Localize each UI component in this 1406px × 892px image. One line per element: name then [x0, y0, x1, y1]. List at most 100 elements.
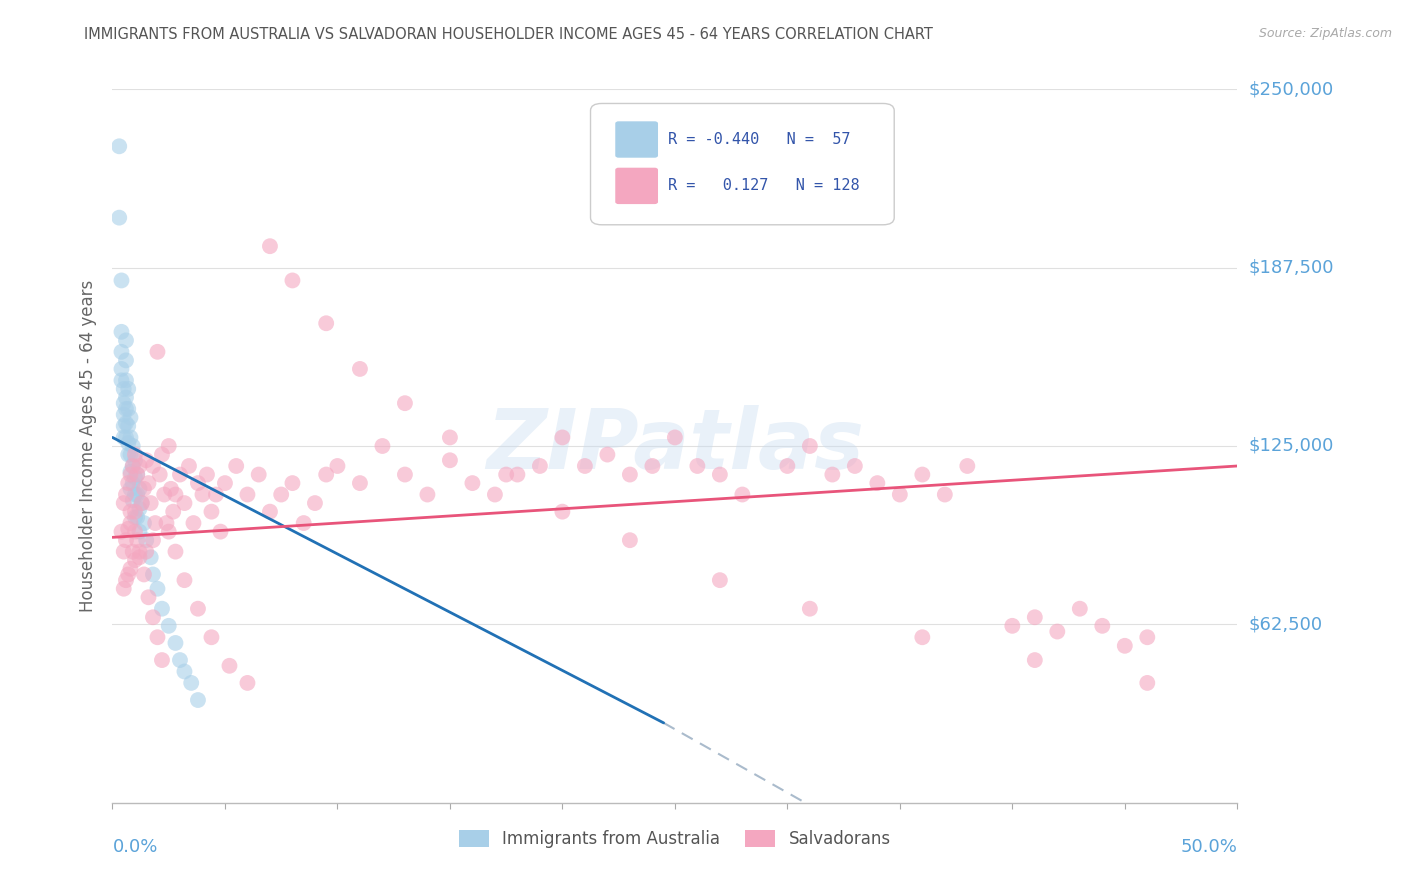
- Point: [135, 533, 157, 548]
- Point: [120, 482, 142, 496]
- Point: [180, 676, 202, 690]
- Y-axis label: Householder Income Ages 45 - 64 years: Householder Income Ages 45 - 64 years: [79, 280, 97, 612]
- Point: [1114, 639, 1136, 653]
- Point: [121, 544, 143, 558]
- Point: [574, 458, 596, 473]
- Point: [664, 430, 686, 444]
- Point: [259, 505, 281, 519]
- Point: [110, 273, 132, 287]
- Point: [911, 630, 934, 644]
- Point: [461, 476, 484, 491]
- Point: [191, 487, 214, 501]
- Point: [120, 562, 142, 576]
- Point: [124, 524, 146, 539]
- Text: $187,500: $187,500: [1249, 259, 1334, 277]
- Point: [641, 458, 664, 473]
- Point: [619, 467, 641, 482]
- Point: [146, 344, 169, 359]
- Point: [934, 487, 956, 501]
- Point: [173, 496, 195, 510]
- Point: [124, 448, 146, 462]
- Text: $125,000: $125,000: [1249, 437, 1334, 455]
- Point: [709, 467, 731, 482]
- Point: [157, 524, 180, 539]
- Point: [138, 591, 160, 605]
- Point: [195, 467, 218, 482]
- Point: [155, 516, 177, 530]
- Point: [124, 487, 146, 501]
- Point: [205, 487, 228, 501]
- Point: [120, 448, 142, 462]
- Point: [799, 439, 821, 453]
- Point: [146, 582, 169, 596]
- Point: [127, 467, 149, 482]
- Point: [128, 458, 150, 473]
- Point: [112, 496, 135, 510]
- Point: [150, 653, 173, 667]
- Point: [259, 239, 281, 253]
- Point: [349, 476, 371, 491]
- Text: IMMIGRANTS FROM AUSTRALIA VS SALVADORAN HOUSEHOLDER INCOME AGES 45 - 64 YEARS CO: IMMIGRANTS FROM AUSTRALIA VS SALVADORAN …: [84, 27, 934, 42]
- Point: [160, 482, 183, 496]
- Point: [371, 439, 394, 453]
- Point: [304, 496, 326, 510]
- Point: [117, 419, 139, 434]
- Legend: Immigrants from Australia, Salvadorans: Immigrants from Australia, Salvadorans: [453, 823, 897, 855]
- Point: [165, 544, 187, 558]
- Point: [115, 401, 138, 416]
- Point: [117, 567, 139, 582]
- Point: [776, 458, 799, 473]
- Point: [1046, 624, 1069, 639]
- Point: [124, 510, 146, 524]
- Text: Source: ZipAtlas.com: Source: ZipAtlas.com: [1258, 27, 1392, 40]
- Point: [821, 467, 844, 482]
- Point: [1136, 676, 1159, 690]
- Point: [315, 316, 337, 330]
- Point: [124, 470, 146, 484]
- Point: [349, 362, 371, 376]
- Point: [270, 487, 292, 501]
- Point: [495, 467, 517, 482]
- FancyBboxPatch shape: [616, 168, 658, 204]
- Text: 50.0%: 50.0%: [1181, 838, 1237, 856]
- Point: [110, 344, 132, 359]
- Point: [173, 665, 195, 679]
- Point: [112, 419, 135, 434]
- Point: [112, 430, 135, 444]
- Point: [187, 601, 209, 615]
- Point: [132, 482, 155, 496]
- Point: [153, 487, 176, 501]
- Point: [121, 439, 143, 453]
- Point: [142, 567, 165, 582]
- Point: [117, 436, 139, 450]
- Point: [236, 487, 259, 501]
- Point: [315, 467, 337, 482]
- Point: [1024, 653, 1046, 667]
- Point: [132, 516, 155, 530]
- Point: [187, 693, 209, 707]
- Point: [1136, 630, 1159, 644]
- Point: [142, 610, 165, 624]
- Point: [247, 467, 270, 482]
- Text: ZIPatlas: ZIPatlas: [486, 406, 863, 486]
- Point: [157, 619, 180, 633]
- Point: [1001, 619, 1024, 633]
- Point: [128, 544, 150, 558]
- Point: [120, 410, 142, 425]
- Point: [439, 430, 461, 444]
- Point: [200, 505, 222, 519]
- Point: [115, 430, 138, 444]
- Point: [143, 516, 166, 530]
- Point: [956, 458, 979, 473]
- Point: [157, 439, 180, 453]
- Point: [115, 533, 138, 548]
- FancyBboxPatch shape: [616, 121, 658, 158]
- Point: [127, 533, 149, 548]
- Point: [110, 362, 132, 376]
- Point: [911, 467, 934, 482]
- Point: [117, 448, 139, 462]
- Point: [236, 676, 259, 690]
- Point: [108, 211, 131, 225]
- Point: [117, 522, 139, 536]
- Point: [132, 567, 155, 582]
